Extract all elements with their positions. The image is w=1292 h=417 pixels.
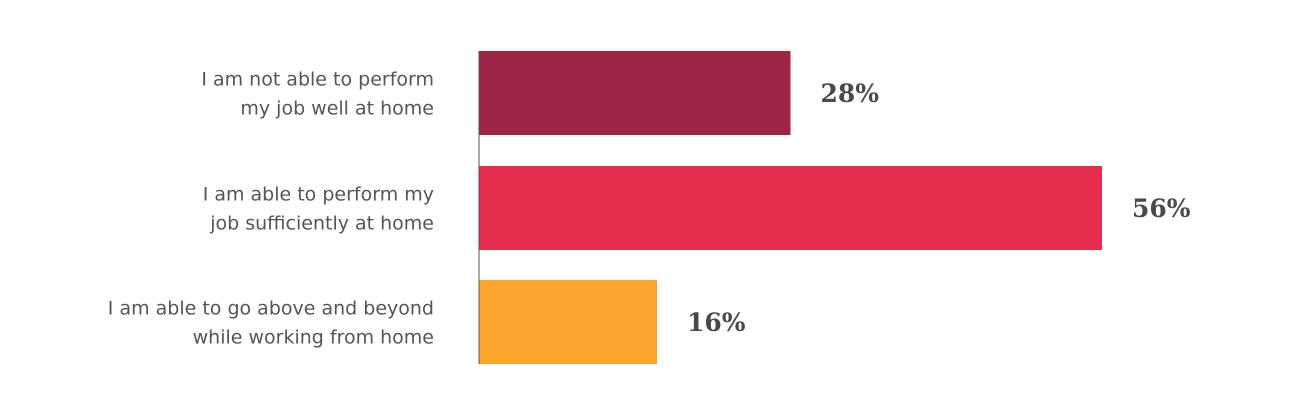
- bar-1: [479, 51, 791, 135]
- category-label-1: I am not able to perform my job well at h…: [201, 69, 434, 120]
- category-label-line: I am not able to perform: [201, 69, 434, 91]
- category-label-line: job sufficiently at home: [209, 213, 434, 235]
- value-label-2: 56%: [1132, 194, 1191, 223]
- bars-group: [479, 51, 1102, 364]
- category-labels-group: I am not able to perform my job well at h…: [108, 69, 434, 349]
- value-label-1: 28%: [821, 79, 880, 108]
- category-label-line: I am able to go above and beyond: [108, 298, 434, 320]
- category-label-line: I am able to perform my: [203, 184, 434, 206]
- value-label-3: 16%: [687, 308, 746, 337]
- category-label-line: my job well at home: [240, 98, 434, 120]
- category-label-3: I am able to go above and beyond while wo…: [108, 298, 434, 349]
- value-labels-group: 28% 56% 16%: [687, 79, 1191, 337]
- category-label-2: I am able to perform my job sufficiently …: [203, 184, 434, 235]
- bar-2: [479, 166, 1102, 250]
- bar-3: [479, 280, 657, 364]
- category-label-line: while working from home: [193, 327, 434, 349]
